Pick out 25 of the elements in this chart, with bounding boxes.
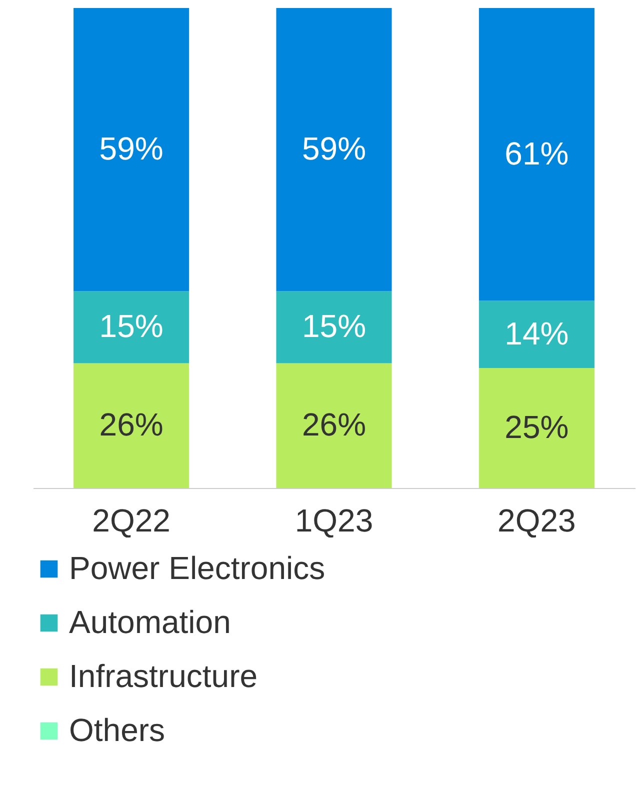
bar xyxy=(478,368,594,488)
legend-label: Infrastructure xyxy=(69,658,258,694)
bar xyxy=(74,291,190,364)
x-tick-label: 1Q23 xyxy=(294,502,374,538)
data-label: 59% xyxy=(302,130,366,167)
data-label: 61% xyxy=(504,135,569,172)
data-label: 25% xyxy=(504,409,569,445)
data-label: 15% xyxy=(99,308,164,344)
data-label: 26% xyxy=(99,406,164,443)
data-label: 26% xyxy=(302,406,366,443)
legend-label: Others xyxy=(69,712,166,748)
bar xyxy=(276,8,392,292)
bar xyxy=(74,363,190,488)
bar xyxy=(276,363,392,488)
data-label: 15% xyxy=(302,308,366,344)
bar xyxy=(478,300,594,368)
x-tick-label: 2Q22 xyxy=(92,502,170,538)
data-label: 14% xyxy=(504,315,569,352)
bar xyxy=(276,291,392,364)
bar xyxy=(478,8,594,301)
legend-label: Power Electronics xyxy=(69,550,326,586)
bar xyxy=(74,8,190,292)
legend-label: Automation xyxy=(69,604,231,640)
data-label: 59% xyxy=(99,130,164,167)
x-tick-label: 2Q23 xyxy=(498,502,576,538)
